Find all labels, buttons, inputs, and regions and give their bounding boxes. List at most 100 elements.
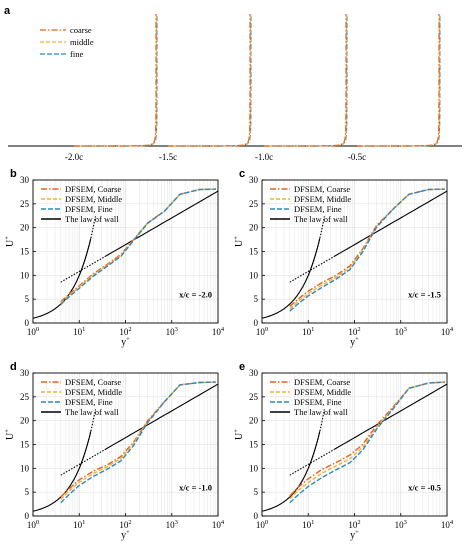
x-tick-label: 101 (302, 326, 314, 337)
panel-a-profile-coarse-3 (357, 14, 440, 147)
y-tick-label: 25 (20, 199, 30, 209)
panel-a-legend: coarse middle fine (40, 25, 94, 59)
series-dfsem-fine (289, 188, 445, 312)
panel-a-xlabel-1: -1.5c (159, 152, 177, 162)
panel-d-ylabel: U+ (4, 429, 16, 440)
panel-b: b 0 5 10 15 20 25 30 100 101 102 103 104 y+ U+ DFSEM, C… (4, 168, 225, 348)
y-tick-label: 20 (20, 416, 30, 426)
y-tick-label: 0 (25, 318, 30, 328)
x-tick-label: 103 (395, 519, 407, 530)
x-tick-label: 100 (256, 519, 268, 530)
panel-b-label: b (10, 168, 17, 180)
legend-label: DFSEM, Fine (294, 204, 342, 214)
panel-c-ylabel: U+ (233, 236, 245, 247)
legend-label: DFSEM, Fine (294, 397, 342, 407)
y-tick-label: 10 (20, 270, 30, 280)
legend-label: The law of wall (65, 407, 119, 417)
law-of-wall-log-ext (289, 449, 334, 476)
law-of-wall-viscous-ext (78, 409, 96, 469)
panel-a-profile-fine-3 (357, 14, 441, 147)
legend-label: DFSEM, Middle (65, 387, 122, 397)
panel-e-grid (261, 373, 447, 516)
legend-label: DFSEM, Fine (65, 397, 113, 407)
legend-label: DFSEM, Coarse (294, 377, 350, 387)
y-tick-label: 10 (20, 463, 30, 473)
panel-e-xlabel: y+ (350, 529, 359, 541)
legend-label: The law of wall (294, 214, 348, 224)
x-tick-label: 100 (27, 519, 39, 530)
y-tick-label: 0 (254, 511, 259, 521)
legend-label-fine: fine (70, 49, 83, 59)
panel-a-profile-coarse-2 (264, 14, 347, 147)
panel-d-label: d (10, 361, 17, 373)
panel-a-profile-middle-3 (357, 14, 441, 147)
legend-label: The law of wall (65, 214, 119, 224)
law-of-wall-log (333, 383, 448, 451)
law-of-wall-log (104, 383, 219, 451)
y-tick-label: 20 (249, 223, 259, 233)
x-tick-label: 104 (441, 326, 454, 337)
legend-label: The law of wall (294, 407, 348, 417)
x-tick-label: 102 (348, 519, 360, 530)
y-tick-label: 30 (20, 368, 30, 378)
y-tick-label: 0 (25, 511, 30, 521)
y-tick-label: 5 (254, 487, 259, 497)
panel-c-xlabel: y+ (350, 336, 359, 348)
y-tick-label: 25 (20, 392, 30, 402)
legend-label-coarse: coarse (70, 25, 92, 35)
panel-c-label: c (239, 168, 245, 180)
panel-c-grid (261, 180, 447, 323)
panel-a-profiles (74, 14, 441, 147)
x-tick-label: 104 (441, 519, 454, 530)
x-tick-label: 104 (212, 519, 225, 530)
y-tick-label: 10 (249, 463, 259, 473)
legend-label: DFSEM, Middle (65, 194, 122, 204)
y-tick-label: 5 (25, 294, 30, 304)
legend-label: DFSEM, Middle (294, 387, 351, 397)
law-of-wall-viscous (32, 431, 92, 512)
y-tick-label: 15 (249, 247, 259, 257)
panel-a-profile-coarse-0 (74, 14, 157, 147)
y-tick-label: 15 (20, 440, 30, 450)
x-tick-label: 103 (395, 326, 407, 337)
y-tick-label: 30 (249, 175, 259, 185)
series-dfsem-fine (60, 188, 216, 305)
panel-e-label: e (239, 361, 245, 373)
y-tick-label: 20 (20, 223, 30, 233)
legend-label: DFSEM, Fine (65, 204, 113, 214)
x-tick-label: 102 (348, 326, 360, 337)
x-tick-label: 102 (119, 326, 131, 337)
legend-label: DFSEM, Coarse (65, 377, 121, 387)
panel-e-annotation: x/c = -0.5 (408, 482, 441, 492)
y-tick-label: 15 (20, 247, 30, 257)
x-tick-label: 102 (119, 519, 131, 530)
law-of-wall-log-ext (60, 256, 105, 283)
x-tick-label: 103 (166, 326, 178, 337)
legend-label: DFSEM, Coarse (65, 184, 121, 194)
panel-c: c 0 5 10 15 20 25 30 100 101 102 103 104 y+ U+ DFSEM, C… (233, 168, 454, 348)
panel-b-ylabel: U+ (4, 236, 16, 247)
series-dfsem-fine (289, 381, 445, 504)
y-tick-label: 25 (249, 392, 259, 402)
x-tick-label: 101 (302, 519, 314, 530)
panel-d-annotation: x/c = -1.0 (179, 482, 212, 492)
law-of-wall-viscous-ext (78, 216, 96, 276)
law-of-wall-log-ext (60, 449, 105, 476)
legend-label: DFSEM, Middle (294, 194, 351, 204)
panel-d-grid (32, 373, 218, 516)
panel-a-xlabel-3: -0.5c (348, 152, 366, 162)
law-of-wall-log (333, 190, 448, 258)
y-tick-label: 0 (254, 318, 259, 328)
legend-label: DFSEM, Coarse (294, 184, 350, 194)
y-tick-label: 30 (249, 368, 259, 378)
panel-d-xlabel: y+ (121, 529, 130, 541)
x-tick-label: 101 (73, 519, 85, 530)
panel-a-xlabel-0: -2.0c (65, 152, 83, 162)
panel-a-profile-coarse-1 (168, 14, 251, 147)
x-tick-label: 100 (27, 326, 39, 337)
